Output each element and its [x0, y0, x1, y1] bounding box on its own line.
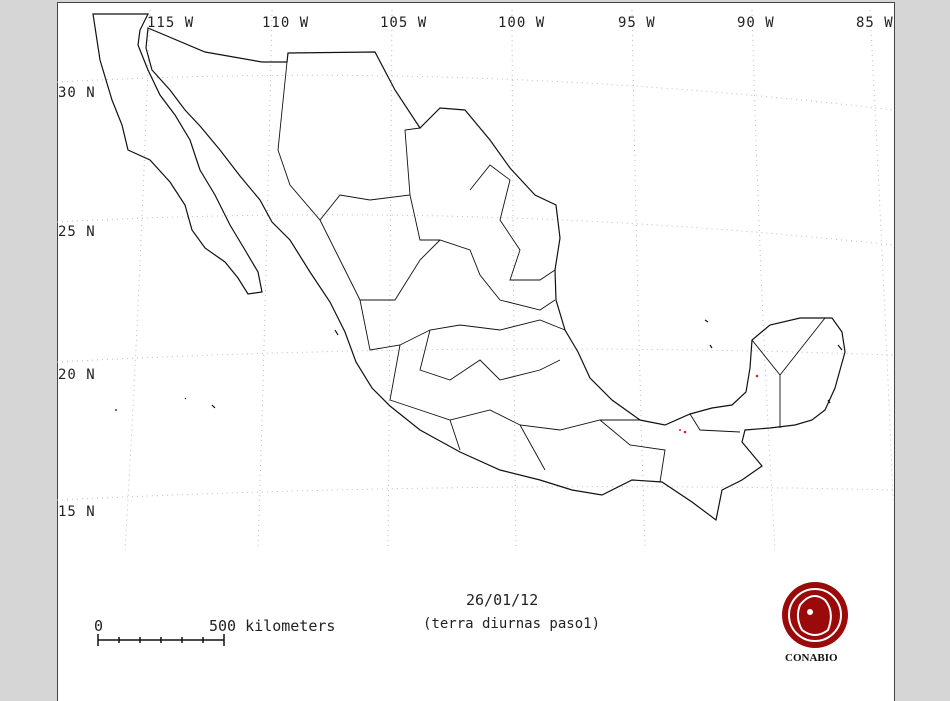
latitude-label: 20 N: [58, 367, 96, 383]
subtitle-label: (terra diurnas paso1): [423, 616, 601, 632]
state-borders: [277, 61, 826, 483]
fire-point: [755, 374, 759, 378]
baja-california: [92, 13, 263, 295]
longitude-label: 110 W: [262, 15, 310, 31]
scale-bar: [97, 634, 225, 646]
longitude-label: 115 W: [147, 15, 195, 31]
latitude-label: 25 N: [58, 224, 96, 240]
scale-start-label: 0: [94, 617, 104, 635]
longitude-label: 95 W: [618, 15, 656, 31]
graticule: [56, 9, 894, 551]
mexico-outline: [92, 13, 846, 522]
fire-point: [679, 429, 681, 431]
latitude-label: 30 N: [58, 85, 96, 101]
conabio-logo: [782, 582, 848, 648]
map-panel: [57, 2, 895, 701]
longitude-label: 90 W: [737, 15, 775, 31]
fire-points: [679, 374, 759, 434]
latitude-label: 15 N: [58, 504, 96, 520]
scale-end-label: 500 kilometers: [209, 617, 336, 635]
islands: [115, 319, 843, 411]
date-label: 26/01/12: [466, 591, 539, 609]
longitude-label: 85 W: [856, 15, 894, 31]
longitude-label: 100 W: [498, 15, 546, 31]
longitude-label: 105 W: [380, 15, 428, 31]
logo-text: CONABIO: [785, 652, 838, 664]
fire-point: [683, 430, 687, 434]
mainland: [145, 27, 846, 522]
